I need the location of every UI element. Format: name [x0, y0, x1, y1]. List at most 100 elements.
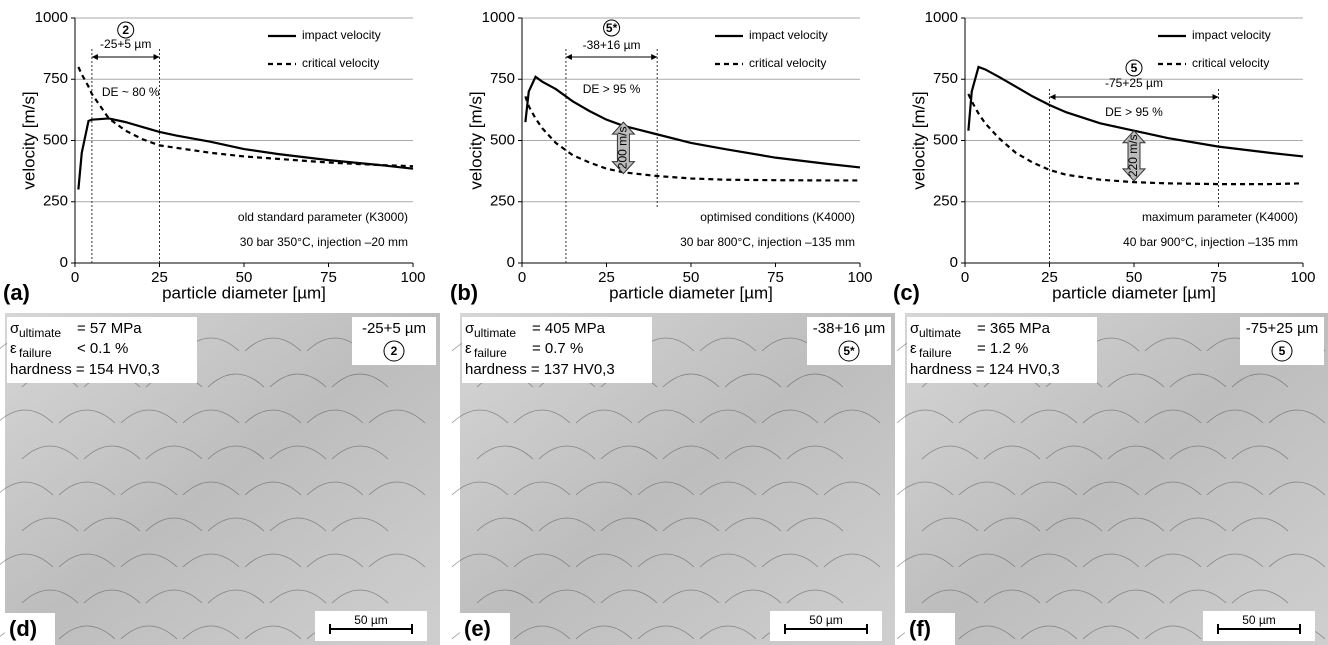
- gap-arrow: [1121, 129, 1147, 182]
- grain: [476, 517, 534, 532]
- grain: [21, 589, 79, 604]
- grain: [368, 481, 426, 496]
- grain: [451, 409, 509, 424]
- grain: [761, 409, 819, 424]
- y-tick-label: 1000: [35, 9, 68, 26]
- x-axis-title: particle diameter [µm]: [1052, 283, 1216, 302]
- scale-label: 50 µm: [354, 613, 388, 627]
- grain: [368, 553, 426, 568]
- grain: [207, 589, 265, 604]
- grain: [575, 625, 633, 640]
- grain: [637, 409, 695, 424]
- prop-symbol: ε: [465, 340, 472, 357]
- grain: [306, 481, 364, 496]
- y-tick-label: 500: [490, 131, 515, 148]
- size-label: -38+16 µm: [813, 320, 885, 337]
- grain: [0, 553, 54, 568]
- grain: [207, 445, 265, 460]
- x-tick-label: 0: [518, 269, 526, 286]
- grain: [58, 553, 116, 568]
- grain: [896, 481, 954, 496]
- de-label: DE ~ 80 %: [102, 85, 160, 99]
- grain: [958, 625, 1016, 640]
- props-box: [462, 317, 652, 383]
- x-tick-label: 50: [683, 269, 700, 286]
- grain: [1020, 625, 1078, 640]
- micrograph-texture: [451, 337, 881, 640]
- y-tick-label: 250: [490, 193, 515, 210]
- x-axis-title: particle diameter [µm]: [162, 283, 326, 302]
- x-tick-label: 100: [400, 269, 425, 286]
- prop-value: = 405 MPa: [532, 320, 606, 337]
- note: 30 bar 350°C, injection –20 mm: [240, 235, 408, 249]
- grain: [786, 517, 844, 532]
- y-tick-label: 250: [933, 193, 958, 210]
- grain: [244, 553, 302, 568]
- props-box: [907, 317, 1097, 383]
- panel-label: (c): [893, 280, 920, 305]
- grain: [513, 409, 571, 424]
- grain: [368, 409, 426, 424]
- grain: [575, 409, 633, 424]
- grain: [58, 481, 116, 496]
- legend-label: critical velocity: [1192, 56, 1269, 70]
- grain: [244, 337, 302, 352]
- marker-label: 5: [1279, 344, 1286, 358]
- prop-symbol: σ: [465, 320, 475, 337]
- scale-box: [315, 611, 427, 641]
- panel-label: (d): [9, 616, 37, 641]
- grain: [269, 589, 327, 604]
- grain: [182, 625, 240, 640]
- grain: [921, 517, 979, 532]
- gap-arrow: [611, 121, 636, 175]
- prop-symbol: σ: [10, 320, 20, 337]
- range-label: -75+25 µm: [1105, 76, 1163, 90]
- grain: [58, 625, 116, 640]
- grain: [1082, 553, 1140, 568]
- y-tick-label: 750: [933, 70, 958, 87]
- x-tick-label: 75: [767, 269, 784, 286]
- x-tick-label: 100: [847, 269, 872, 286]
- grain: [120, 625, 178, 640]
- legend-label: critical velocity: [302, 56, 379, 70]
- x-tick-label: 25: [598, 269, 615, 286]
- prop-value: = 0.7 %: [532, 340, 583, 357]
- y-tick-label: 1000: [482, 9, 515, 26]
- prop-sub: failure: [919, 346, 952, 360]
- grain: [1020, 481, 1078, 496]
- grain: [662, 589, 720, 604]
- x-tick-label: 50: [236, 269, 253, 286]
- grain: [958, 481, 1016, 496]
- grain: [699, 481, 757, 496]
- y-axis-title: velocity [m/s]: [466, 91, 485, 189]
- grain: [538, 517, 596, 532]
- grain: [575, 553, 633, 568]
- grain: [699, 409, 757, 424]
- grain: [637, 553, 695, 568]
- grain: [1144, 337, 1202, 352]
- x-tick-label: 100: [1290, 269, 1315, 286]
- grain: [662, 373, 720, 388]
- series-line: [77, 66, 414, 168]
- grain: [1206, 553, 1264, 568]
- grain: [600, 517, 658, 532]
- marker-circle: [117, 21, 135, 39]
- grain: [207, 517, 265, 532]
- grain: [269, 373, 327, 388]
- x-tick-label: 75: [320, 269, 337, 286]
- marker-label: 5*: [606, 21, 618, 35]
- grain: [331, 445, 389, 460]
- grain: [1144, 409, 1202, 424]
- grain: [1144, 625, 1202, 640]
- grain: [538, 445, 596, 460]
- scale-box: [1203, 611, 1315, 641]
- grain: [182, 409, 240, 424]
- y-axis-title: velocity [m/s]: [909, 91, 928, 189]
- grain: [761, 481, 819, 496]
- x-tick-label: 75: [1210, 269, 1227, 286]
- grain: [1107, 589, 1165, 604]
- grain: [958, 409, 1016, 424]
- note: maximum parameter (K4000): [1142, 210, 1298, 224]
- grain: [823, 409, 881, 424]
